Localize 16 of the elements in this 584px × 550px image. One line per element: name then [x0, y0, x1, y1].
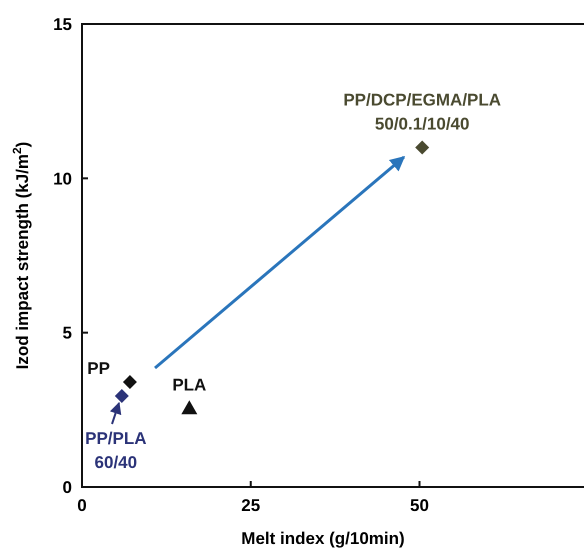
x-tick-label: 25 — [241, 496, 260, 515]
legend-label: PP/PLA 60/40 — [85, 428, 147, 472]
y-tick-label: 5 — [62, 324, 72, 343]
x-axis-title: Melt index (g/10min) — [241, 529, 405, 548]
x-tick-label: 0 — [77, 496, 87, 515]
point — [181, 400, 198, 414]
y-tick-label: 15 — [53, 15, 72, 34]
point — [415, 140, 430, 154]
x-tick-label: 50 — [410, 496, 429, 515]
point — [122, 375, 137, 390]
y-tick-label: 0 — [62, 478, 72, 497]
point — [114, 388, 129, 403]
series-label: PP/DCP/EGMA/PLA 50/0.1/10/40 — [343, 90, 502, 134]
y-tick-label: 10 — [53, 169, 72, 188]
series-label: PLA — [172, 375, 206, 394]
series-label: PP — [87, 359, 110, 378]
